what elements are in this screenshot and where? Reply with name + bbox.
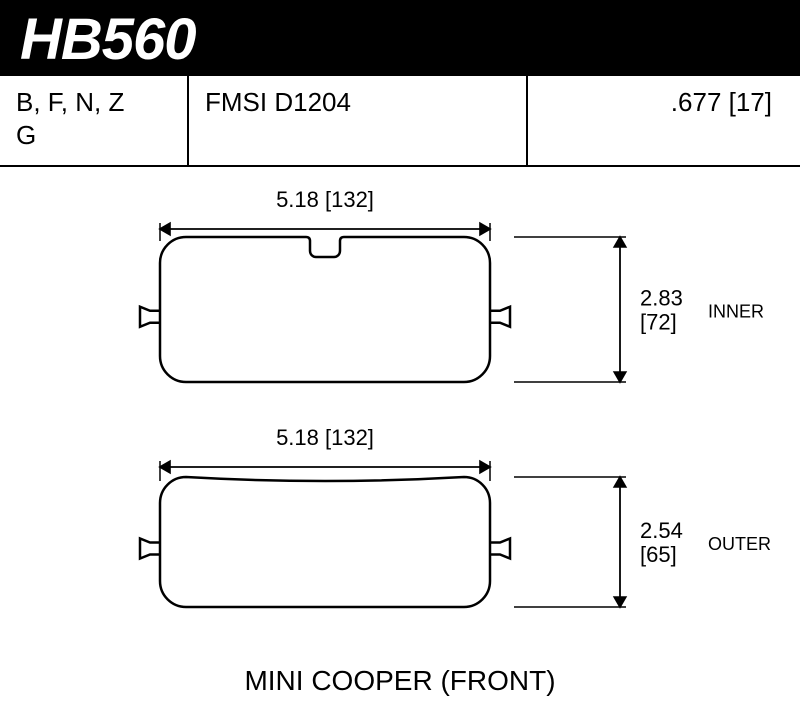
svg-text:5.18 [132]: 5.18 [132] <box>276 187 374 212</box>
footer-label: MINI COOPER (FRONT) <box>0 665 800 697</box>
codes-line2: G <box>16 119 171 152</box>
svg-text:[65]: [65] <box>640 542 677 567</box>
svg-text:OUTER: OUTER <box>708 534 771 554</box>
svg-text:[72]: [72] <box>640 310 677 335</box>
svg-text:INNER: INNER <box>708 302 764 322</box>
info-row: B, F, N, Z G FMSI D1204 .677 [17] <box>0 76 800 167</box>
codes-line1: B, F, N, Z <box>16 86 171 119</box>
diagram-area: 5.18 [132] 2.83[72] INNER 5.18 [132] 2.54[65… <box>0 167 800 707</box>
brake-pad-diagram: 5.18 [132] 2.83[72] INNER 5.18 [132] 2.54[65… <box>0 167 800 707</box>
title-bar: HB560 <box>0 0 800 76</box>
svg-text:5.18 [132]: 5.18 [132] <box>276 425 374 450</box>
thickness-cell: .677 [17] <box>528 76 800 165</box>
svg-text:2.54: 2.54 <box>640 518 683 543</box>
svg-text:2.83: 2.83 <box>640 286 683 311</box>
codes-cell: B, F, N, Z G <box>0 76 189 165</box>
fmsi-cell: FMSI D1204 <box>189 76 528 165</box>
part-number: HB560 <box>20 6 780 73</box>
